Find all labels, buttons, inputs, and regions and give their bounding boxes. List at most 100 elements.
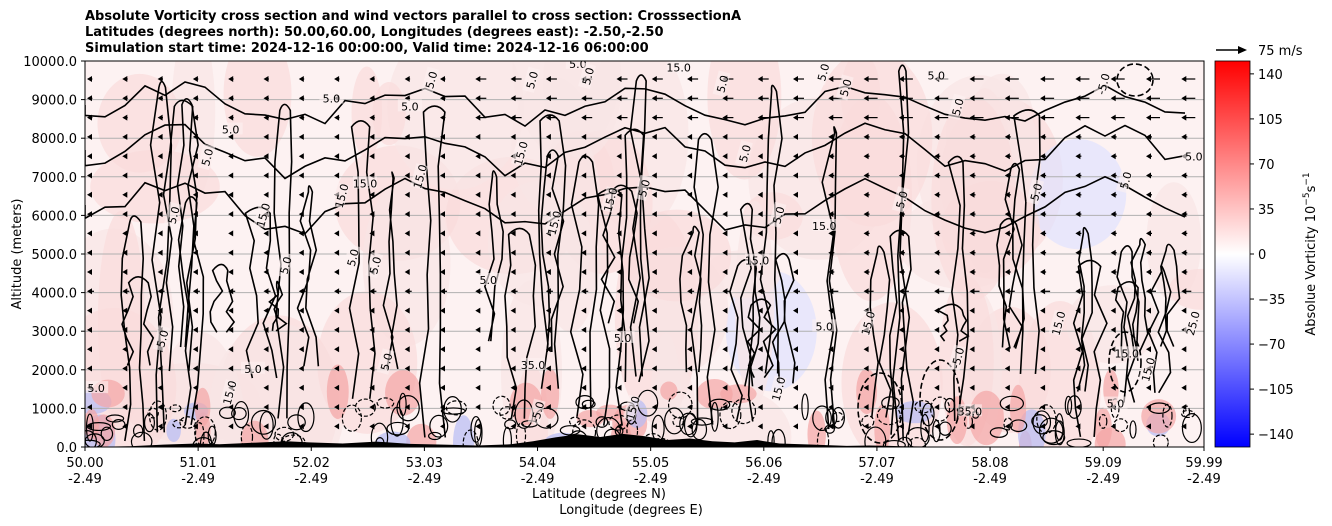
wind-vector	[1181, 269, 1188, 275]
wind-vector	[263, 307, 269, 314]
wind-vector	[1181, 191, 1188, 198]
wind-vector	[722, 346, 728, 353]
contour-line	[1076, 226, 1093, 392]
x-tick-label-lon: -2.49	[1187, 472, 1221, 487]
wind-vector	[440, 114, 446, 121]
wind-vector	[898, 384, 904, 391]
contour-label: 5.0	[894, 190, 911, 210]
colorbar-tick-label: 140	[1258, 68, 1283, 83]
wind-vector	[87, 346, 92, 353]
wind-vector	[687, 114, 699, 121]
vorticity-shading	[85, 61, 1204, 447]
wind-vector	[687, 307, 693, 314]
wind-vector	[440, 153, 445, 160]
wind-vector	[404, 172, 410, 179]
wind-vector	[1004, 307, 1010, 314]
x-tick-label-lat: 54.04	[519, 456, 556, 471]
wind-vector	[404, 153, 410, 160]
contour-line	[1072, 259, 1108, 438]
contour-line	[105, 414, 125, 423]
x-tick-label-lon: -2.49	[68, 472, 102, 487]
wind-vector	[969, 365, 975, 372]
wind-vector	[298, 191, 304, 198]
wind-vector	[1181, 76, 1196, 82]
wind-vector	[192, 191, 198, 198]
contour-line	[429, 414, 449, 438]
wind-vector	[1146, 307, 1151, 314]
wind-vector	[898, 288, 909, 295]
vorticity-patch	[166, 418, 181, 442]
wind-vector	[192, 384, 198, 391]
contour-line	[462, 429, 479, 447]
wind-vector	[793, 346, 798, 353]
wind-vector	[687, 191, 693, 198]
wind-vector	[440, 346, 445, 353]
wind-vector	[263, 384, 269, 391]
wind-vector	[298, 307, 304, 314]
wind-vector	[793, 404, 798, 411]
wind-vector	[1040, 133, 1047, 140]
wind-vector	[122, 153, 128, 160]
wind-vector	[440, 76, 446, 82]
contour-line	[85, 122, 1186, 180]
wind-vector	[1146, 404, 1151, 411]
wind-vector	[793, 230, 798, 237]
wind-vector	[1146, 191, 1152, 198]
wind-vector	[898, 230, 905, 237]
wind-vector	[298, 384, 304, 391]
wind-vector	[87, 133, 92, 140]
contour-label-bg	[1103, 396, 1128, 409]
contour-label-bg	[253, 201, 272, 229]
wind-vector	[157, 384, 163, 391]
wind-vector	[757, 95, 769, 102]
wind-vector	[87, 249, 92, 256]
wind-vector	[863, 153, 870, 160]
contour-label: 5.0	[423, 70, 440, 90]
wind-vector	[1004, 153, 1011, 160]
contour-line	[502, 426, 513, 447]
wind-vector	[934, 365, 940, 372]
x-tick-label-lat: 58.08	[971, 456, 1008, 471]
wind-vector	[793, 269, 798, 275]
wind-vector	[404, 384, 410, 391]
wind-vector	[1110, 95, 1125, 102]
y-tick-label: 3000.0	[32, 325, 78, 340]
wind-vector	[969, 114, 984, 121]
wind-vector	[863, 191, 870, 198]
contour-line	[281, 434, 306, 447]
y-tick-label: 6000.0	[32, 209, 78, 224]
wind-vector	[1110, 384, 1116, 391]
wind-vector	[510, 95, 522, 102]
wind-vector	[263, 153, 269, 160]
wind-vector	[687, 230, 693, 237]
wind-vector	[1181, 249, 1188, 256]
contour-label: 5.0	[199, 147, 216, 167]
wind-vector	[404, 76, 411, 82]
wind-vector	[334, 365, 340, 372]
wind-vector	[898, 269, 905, 275]
contour-line	[85, 439, 101, 447]
wind-vector	[87, 230, 92, 237]
wind-vector	[475, 404, 481, 411]
contour-label-bg	[421, 66, 440, 93]
contour-line	[739, 202, 758, 387]
wind-vector	[1004, 114, 1019, 121]
wind-vector	[475, 423, 481, 430]
wind-vector	[263, 423, 269, 430]
wind-vector	[510, 269, 516, 275]
contour-label: 5.0	[816, 320, 834, 333]
wind-vector	[157, 404, 163, 411]
contour-label-bg	[397, 99, 422, 112]
wind-vector	[1040, 230, 1047, 237]
wind-vector	[228, 191, 234, 198]
contour-line	[179, 416, 197, 429]
wind-vector	[510, 384, 516, 391]
contour-line	[85, 175, 1186, 235]
contour-line	[1114, 280, 1139, 361]
contour-line	[690, 132, 719, 425]
y-tick-label: 2000.0	[32, 364, 78, 379]
wind-vector	[228, 365, 234, 372]
wind-vector	[545, 404, 551, 411]
wind-vector	[1075, 423, 1081, 430]
contour-label: -5.0	[949, 346, 967, 370]
